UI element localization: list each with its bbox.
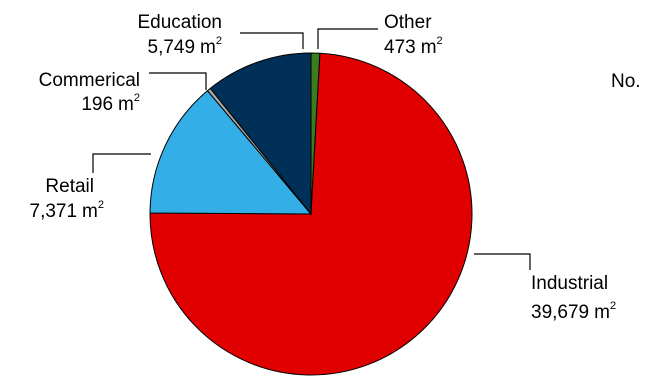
label-industrial-value: 39,679 m2 [531,300,616,323]
label-industrial-number: 39,679 [531,302,589,323]
label-commerical-unit: m [118,94,134,115]
label-other-name: Other [384,12,432,33]
label-industrial-unit-sup: 2 [610,300,616,312]
label-other-unit-sup: 2 [437,35,443,47]
label-education-number: 5,749 [148,37,196,58]
leader-line-retail [92,153,151,173]
pie-slices [149,52,473,376]
label-commerical-name: Commerical [39,70,140,91]
label-other-number: 473 [384,37,416,58]
leader-line-industrial [474,253,531,270]
label-commerical-number: 196 [81,94,113,115]
leader-line-commerical [149,72,207,90]
label-retail-unit: m [82,201,98,222]
label-education-value: 5,749 m2 [148,35,223,58]
label-education-unit: m [200,37,216,58]
partial-label: No. [611,71,641,92]
pie-slice-education [209,52,312,216]
label-education-name: Education [137,12,222,33]
label-commerical-unit-sup: 2 [134,92,140,104]
label-retail-name: Retail [45,176,94,197]
leader-line-other [317,28,378,49]
label-retail-unit-sup: 2 [98,199,104,211]
label-industrial-name: Industrial [531,273,608,294]
label-other-value: 473 m2 [384,35,443,58]
label-other-unit: m [421,37,437,58]
label-industrial-unit: m [594,302,610,323]
label-commerical-value: 196 m2 [81,92,140,115]
label-education-unit-sup: 2 [216,35,222,47]
pie-slice-retail [149,90,313,215]
leader-line-education [240,32,304,49]
label-retail-value: 7,371 m2 [30,199,105,222]
label-retail-number: 7,371 [30,201,78,222]
